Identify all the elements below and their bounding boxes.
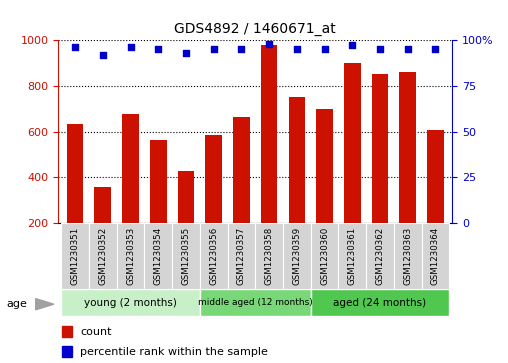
Text: count: count (80, 327, 112, 337)
Bar (172, 223, 200, 289)
Text: GSM1230360: GSM1230360 (320, 227, 329, 285)
Text: GSM1230352: GSM1230352 (98, 227, 107, 285)
Text: GSM1230363: GSM1230363 (403, 227, 412, 285)
Point (182, 50, 190, 56)
Text: young (2 months): young (2 months) (84, 298, 177, 307)
Bar (228, 223, 256, 289)
Text: GSM1230361: GSM1230361 (348, 227, 357, 285)
Text: GSM1230356: GSM1230356 (209, 227, 218, 285)
Bar (311, 289, 450, 316)
Bar (94, 187, 111, 223)
Bar (150, 140, 167, 223)
Point (348, 42, 357, 48)
Point (376, 46, 384, 52)
Point (126, 44, 135, 50)
Bar (256, 223, 283, 289)
Text: GSM1230355: GSM1230355 (181, 227, 190, 285)
Text: GSM1230354: GSM1230354 (154, 227, 163, 285)
Text: GSM1230357: GSM1230357 (237, 227, 246, 285)
Text: aged (24 months): aged (24 months) (333, 298, 427, 307)
Text: middle aged (12 months): middle aged (12 months) (198, 298, 312, 307)
Title: GDS4892 / 1460671_at: GDS4892 / 1460671_at (174, 22, 336, 36)
Bar (233, 117, 250, 223)
Bar (62, 346, 72, 357)
Bar (62, 326, 72, 337)
Text: GSM1230358: GSM1230358 (265, 227, 274, 285)
Bar (311, 223, 338, 289)
Text: GSM1230364: GSM1230364 (431, 227, 440, 285)
Bar (67, 123, 83, 223)
Text: GSM1230362: GSM1230362 (375, 227, 385, 285)
Bar (200, 289, 311, 316)
Bar (61, 223, 89, 289)
Bar (394, 223, 422, 289)
Polygon shape (36, 299, 54, 310)
Bar (205, 135, 222, 223)
Bar (283, 223, 311, 289)
Bar (316, 109, 333, 223)
Bar (399, 72, 416, 223)
Bar (372, 74, 388, 223)
Point (210, 46, 218, 52)
Bar (144, 223, 172, 289)
Text: GSM1230359: GSM1230359 (293, 227, 301, 285)
Text: GSM1230353: GSM1230353 (126, 227, 135, 285)
Bar (366, 223, 394, 289)
Point (237, 46, 245, 52)
Text: percentile rank within the sample: percentile rank within the sample (80, 347, 268, 356)
Bar (261, 45, 277, 223)
Point (71, 44, 79, 50)
Point (293, 46, 301, 52)
Bar (122, 114, 139, 223)
Bar (117, 223, 144, 289)
Bar (289, 97, 305, 223)
Bar (344, 63, 361, 223)
Bar (200, 223, 228, 289)
Bar (89, 223, 117, 289)
Bar (338, 223, 366, 289)
Text: GSM1230351: GSM1230351 (71, 227, 80, 285)
Point (321, 46, 329, 52)
Bar (178, 171, 194, 223)
Point (99, 52, 107, 57)
Bar (427, 130, 444, 223)
Bar (422, 223, 450, 289)
Point (431, 46, 439, 52)
Point (265, 41, 273, 46)
Text: age: age (6, 299, 27, 309)
Bar (61, 289, 200, 316)
Point (404, 46, 412, 52)
Point (154, 46, 162, 52)
